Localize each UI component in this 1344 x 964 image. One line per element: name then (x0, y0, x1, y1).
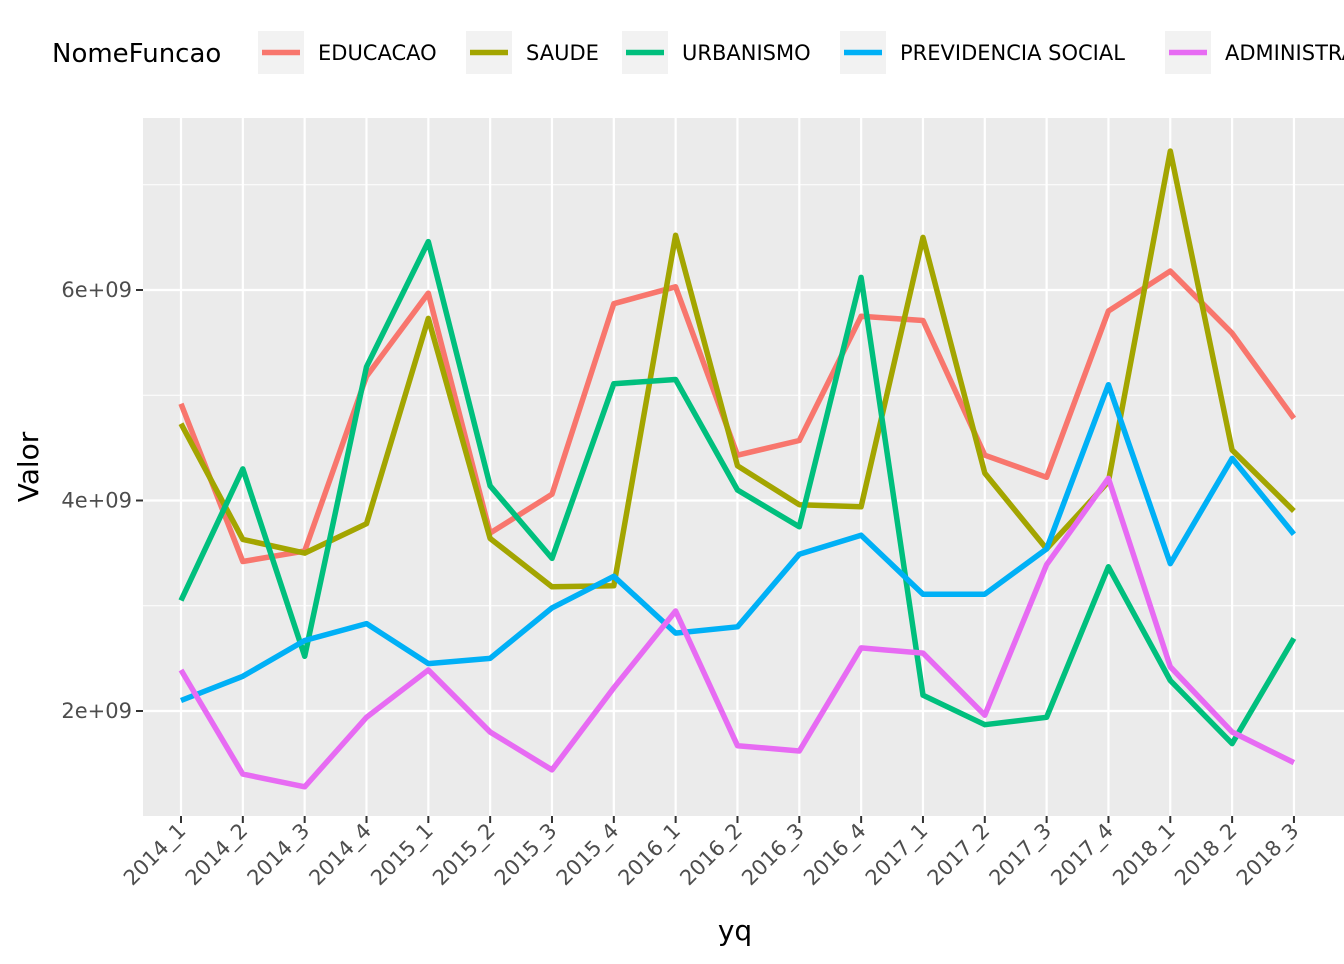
series-line-administracao (178, 475, 1296, 790)
x-tick-label: 2017_1 (861, 819, 933, 891)
x-tick-label: 2017_4 (1046, 819, 1118, 891)
series-line-previdencia-social (179, 381, 1297, 704)
y-tick-label: 4e+09 (61, 489, 132, 513)
legend-label: EDUCACAO (318, 41, 437, 65)
x-axis-title: yq (718, 914, 752, 947)
x-tick-label: 2018_2 (1170, 819, 1242, 891)
x-tick-label: 2016_3 (737, 819, 809, 891)
x-tick-label: 2018_1 (1108, 819, 1180, 891)
legend: NomeFuncao EDUCACAO SAUDE URBANISMO PREVIDE… (52, 31, 1344, 74)
x-axis: 2014_12014_22014_32014_42015_12015_22015… (119, 816, 1304, 891)
y-tick-label: 6e+09 (61, 278, 132, 302)
x-tick-label: 2015_1 (366, 819, 438, 891)
x-tick-label: 2015_3 (490, 819, 562, 891)
x-tick-label: 2015_2 (428, 819, 500, 891)
legend-label: PREVIDENCIA SOCIAL (900, 41, 1125, 65)
x-tick-label: 2015_4 (552, 819, 624, 891)
series-line-urbanismo (178, 238, 1297, 747)
x-tick-label: 2014_2 (181, 819, 253, 891)
x-tick-label: 2014_3 (243, 819, 315, 891)
x-tick-label: 2016_1 (614, 819, 686, 891)
x-tick-label: 2014_1 (119, 819, 191, 891)
y-tick-label: 2e+09 (61, 699, 132, 723)
x-tick-label: 2014_4 (304, 819, 376, 891)
y-axis: 2e+09 4e+09 6e+09 (61, 278, 143, 723)
legend-title: NomeFuncao (52, 39, 221, 69)
x-tick-label: 2017_3 (985, 819, 1057, 891)
x-tick-label: 2018_3 (1232, 819, 1304, 891)
legend-label: SAUDE (526, 41, 599, 65)
legend-label: URBANISMO (682, 41, 811, 65)
legend-label: ADMINISTRACAO (1225, 41, 1344, 65)
x-tick-label: 2016_4 (799, 819, 871, 891)
x-tick-label: 2016_2 (675, 819, 747, 891)
y-axis-title: Valor (12, 431, 45, 502)
x-tick-label: 2017_2 (923, 819, 995, 891)
